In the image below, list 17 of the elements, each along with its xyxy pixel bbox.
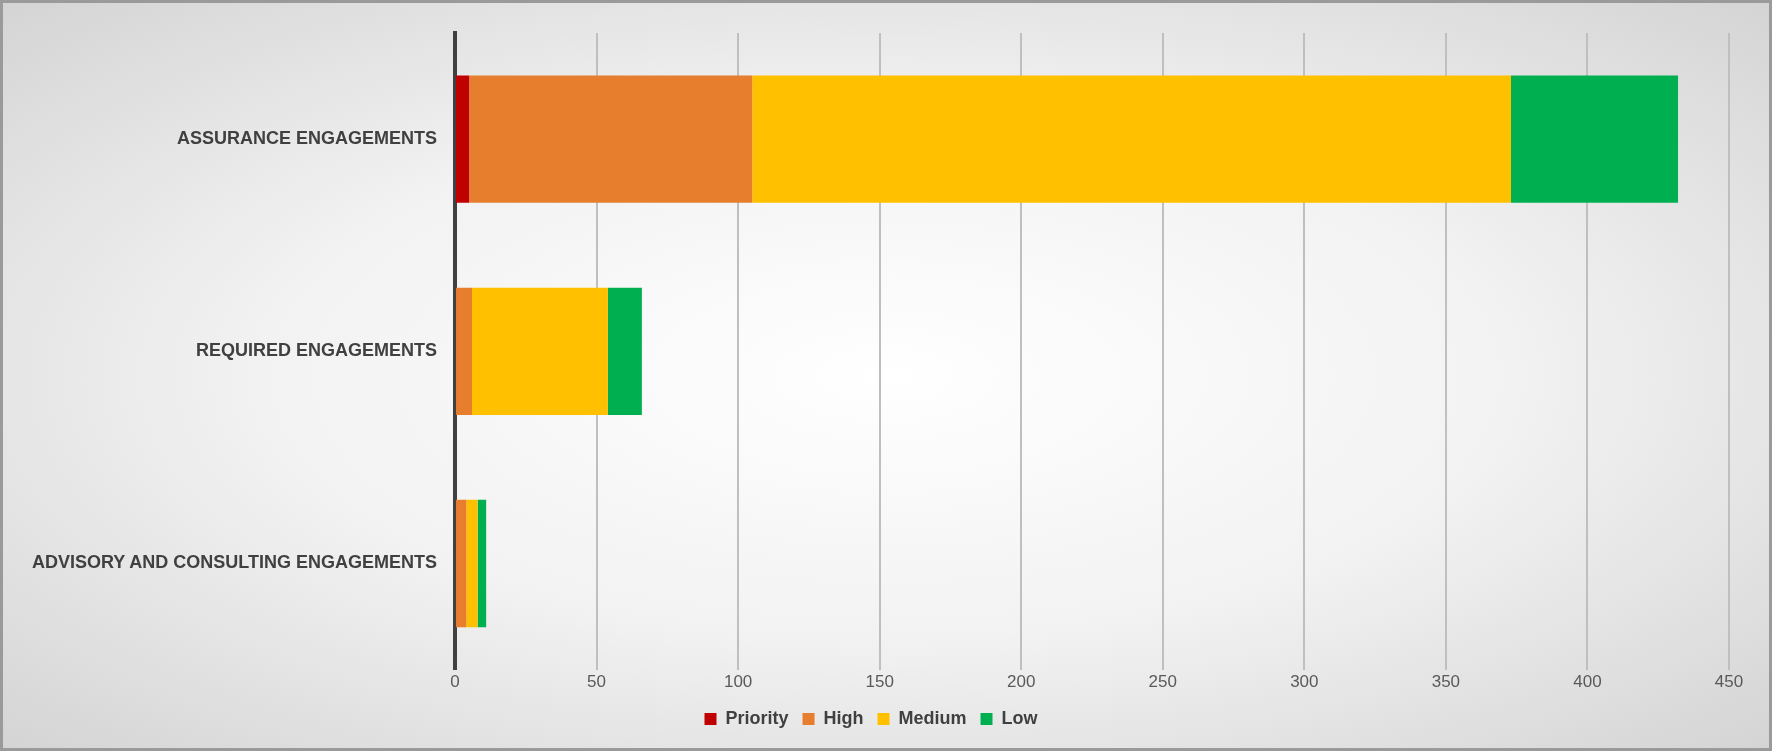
- legend-label: Priority: [725, 707, 789, 728]
- x-tick-label: 100: [723, 672, 753, 692]
- x-tick-label: 250: [1148, 672, 1177, 692]
- x-tick-label: 300: [1290, 672, 1319, 692]
- legend-label: Low: [1001, 707, 1039, 728]
- x-tick-label: 0: [450, 672, 460, 692]
- x-tick-label: 150: [865, 672, 894, 692]
- x-tick-label: 400: [1573, 672, 1602, 692]
- legend-label: High: [823, 707, 864, 728]
- x-tick-label: 450: [1714, 672, 1744, 692]
- y-tick-label: ASSURANCE ENGAGEMENTS: [176, 128, 438, 149]
- legend-label: Medium: [898, 707, 967, 728]
- x-tick-label: 50: [587, 672, 607, 692]
- y-tick-label: REQUIRED ENGAGEMENTS: [195, 340, 438, 361]
- y-tick-label: ADVISORY AND CONSULTING ENGAGEMENTS: [31, 552, 438, 573]
- x-tick-label: 350: [1431, 672, 1461, 692]
- x-tick-label: 200: [1007, 672, 1036, 692]
